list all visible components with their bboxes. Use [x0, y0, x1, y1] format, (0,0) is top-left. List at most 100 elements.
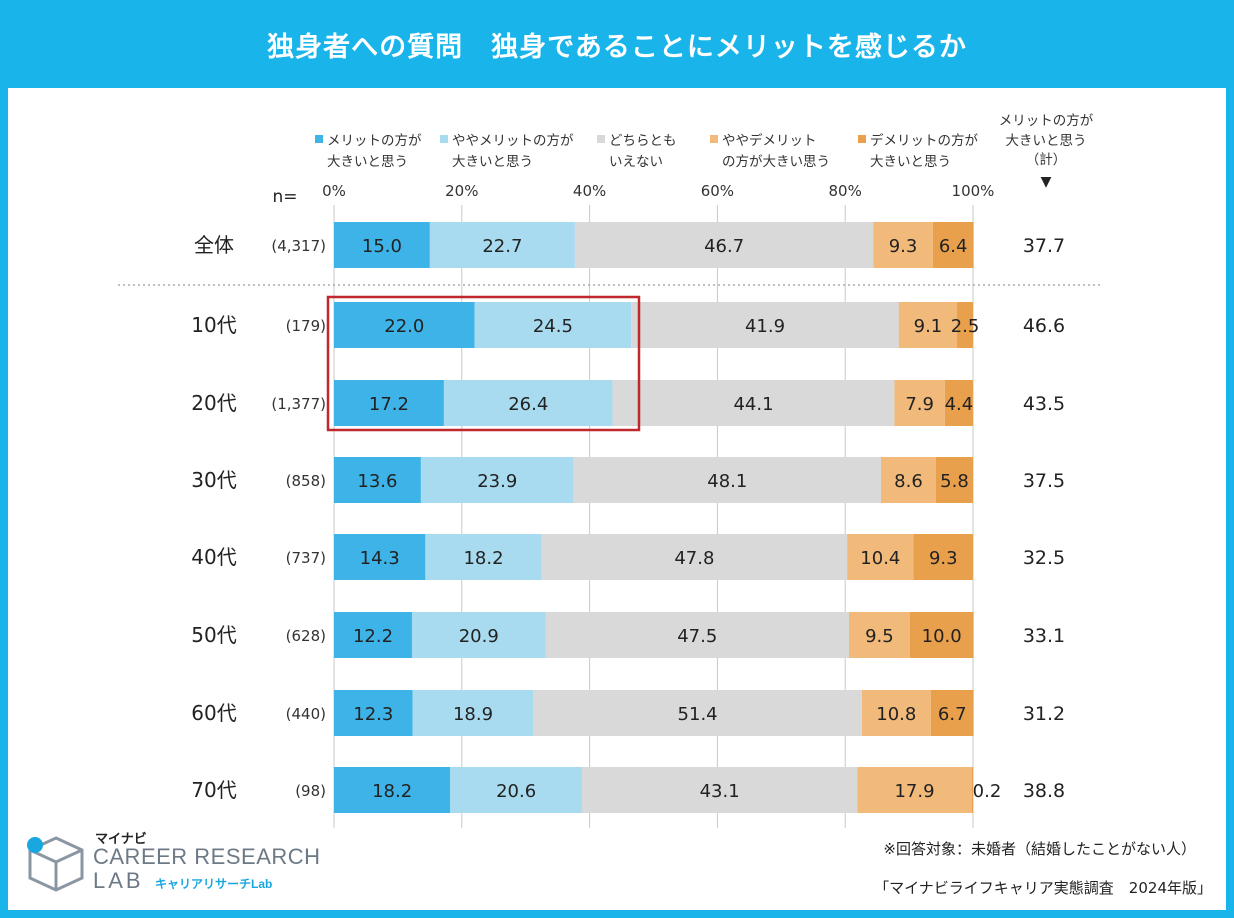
total-value: 33.1	[1023, 625, 1065, 647]
category-label: 20代	[191, 391, 236, 415]
bar-segment	[411, 612, 546, 658]
bar-segment	[971, 767, 973, 813]
data-label: 18.2	[463, 548, 503, 569]
legend-label-line1: ややメリットの方が	[452, 133, 574, 149]
category-label: 70代	[191, 778, 236, 802]
bar-segment	[334, 457, 421, 503]
category-label: 60代	[191, 701, 236, 725]
n-value: (1,377)	[271, 395, 326, 413]
data-label: 47.8	[674, 548, 714, 569]
x-tick-label: 40%	[573, 182, 606, 200]
legend-swatch	[315, 135, 323, 143]
total-header-arrow-icon: ▼	[1041, 174, 1052, 190]
bar-segment	[857, 767, 972, 813]
n-label: n=	[272, 187, 297, 207]
bar-segment	[574, 222, 874, 268]
data-label: 15.0	[362, 236, 402, 257]
bar-segment	[932, 222, 974, 268]
data-label: 48.1	[707, 471, 747, 492]
category-label: 全体	[194, 233, 234, 257]
legend-swatch	[440, 135, 448, 143]
total-value: 37.5	[1023, 470, 1065, 492]
n-value: (440)	[286, 705, 326, 723]
bar-segment	[334, 534, 426, 580]
data-label: 0.2	[973, 781, 1002, 802]
category-label: 40代	[191, 545, 236, 569]
data-label: 2.5	[951, 316, 980, 337]
data-label: 14.3	[360, 548, 400, 569]
bar-segment	[334, 612, 412, 658]
total-value: 38.8	[1023, 780, 1065, 802]
bar-segment	[880, 457, 936, 503]
n-value: (737)	[286, 549, 326, 567]
bar-segment	[443, 380, 613, 426]
legend-label-line1: デメリットの方が	[870, 132, 978, 149]
bar-segment	[612, 380, 895, 426]
bar-segment	[412, 690, 534, 736]
legend-swatch	[710, 135, 718, 143]
data-label: 6.7	[938, 704, 967, 725]
legend-label-line2: 大きいと思う	[327, 154, 408, 170]
chart-title: 独身者への質問 独身であることにメリットを感じるか	[267, 31, 967, 63]
source-note: 「マイナビライフキャリア実態調査 2024年版」	[874, 879, 1212, 897]
bar-segment	[909, 612, 974, 658]
bar-segment	[533, 690, 862, 736]
total-value: 46.6	[1023, 315, 1065, 337]
data-label: 46.7	[704, 236, 744, 257]
logo-line-2: LAB	[93, 868, 144, 893]
bar-segment	[930, 690, 974, 736]
bar-segment	[957, 302, 973, 348]
chart-panel: 0% 20% 40% 60% 80% 100% n= メリットの方が 大きいと思う ややメリットの…	[8, 88, 1226, 910]
data-label: 9.1	[914, 316, 943, 337]
legend-swatch	[597, 135, 605, 143]
legend-swatch	[858, 135, 866, 143]
respondent-note: ※回答対象：未婚者（結婚したことがない人）	[883, 840, 1196, 858]
bar-segment	[334, 690, 413, 736]
total-header-line1: メリットの方が	[999, 113, 1094, 129]
n-value: (179)	[286, 317, 326, 335]
data-label: 17.2	[369, 394, 409, 415]
total-value: 37.7	[1023, 235, 1065, 257]
bar-segment	[898, 302, 958, 348]
data-label: 9.5	[865, 626, 894, 647]
data-label: 10.4	[860, 548, 900, 569]
data-label: 44.1	[733, 394, 773, 415]
x-tick-label: 0%	[322, 182, 346, 200]
bar-segment	[935, 457, 973, 503]
total-value: 31.2	[1023, 703, 1065, 725]
data-label: 20.9	[459, 626, 499, 647]
bar-segment	[581, 767, 858, 813]
category-label: 10代	[191, 313, 236, 337]
logo-subtitle: キャリアリサーチLab	[155, 877, 273, 891]
data-label: 23.9	[477, 471, 517, 492]
data-label: 13.6	[357, 471, 397, 492]
category-label: 30代	[191, 468, 236, 492]
bar-segment	[541, 534, 848, 580]
data-label: 24.5	[533, 316, 573, 337]
data-label: 26.4	[508, 394, 548, 415]
data-label: 5.8	[940, 471, 969, 492]
data-label: 10.8	[876, 704, 916, 725]
x-tick-label: 20%	[445, 182, 478, 200]
data-label: 41.9	[745, 316, 785, 337]
bar-segment	[894, 380, 945, 426]
logo-line-1: CAREER RESEARCH	[93, 844, 321, 869]
bar-segment	[849, 612, 910, 658]
bar-segment	[429, 222, 575, 268]
bar-segment	[334, 222, 430, 268]
bar-segment	[861, 690, 931, 736]
data-label: 12.3	[353, 704, 393, 725]
highlight-box	[326, 295, 641, 432]
data-label: 9.3	[889, 236, 918, 257]
data-label: 10.0	[922, 626, 962, 647]
data-label: 22.7	[482, 236, 522, 257]
data-label: 9.3	[929, 548, 958, 569]
legend-label-line2: 大きいと思う	[452, 154, 533, 170]
data-label: 51.4	[678, 704, 718, 725]
bar-segment	[545, 612, 850, 658]
data-label: 4.4	[945, 394, 974, 415]
bar-segment	[474, 302, 632, 348]
data-label: 18.2	[372, 781, 412, 802]
bar-segment	[420, 457, 574, 503]
